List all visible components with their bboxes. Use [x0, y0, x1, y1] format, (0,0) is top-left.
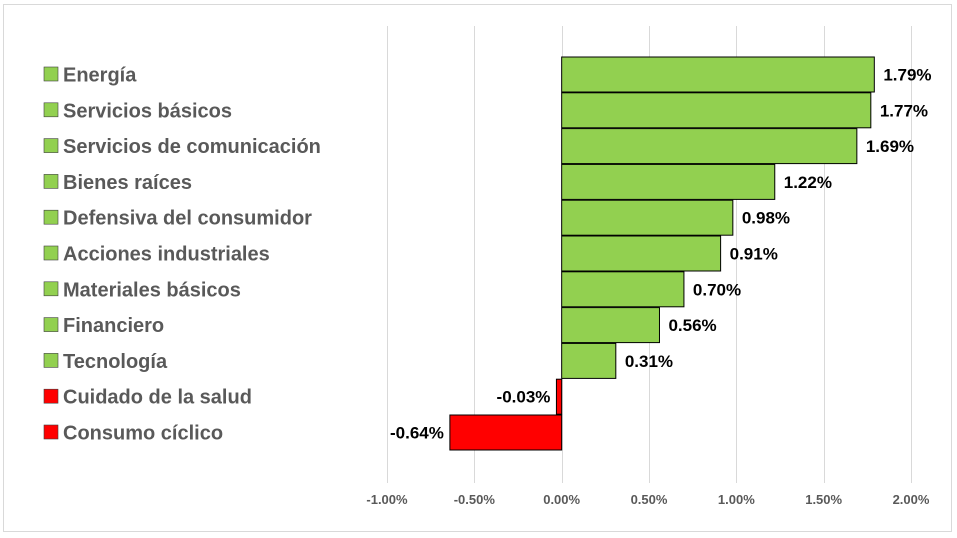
category-label: Acciones industriales [63, 244, 270, 266]
x-tick-label: -1.00% [366, 492, 408, 507]
value-label: 1.22% [784, 173, 832, 192]
category-label: Servicios de comunicación [63, 136, 321, 158]
bar [561, 199, 734, 236]
bar [561, 92, 872, 129]
bars [449, 56, 875, 451]
category-swatch [43, 102, 59, 118]
bar [561, 56, 875, 93]
category-swatch [43, 209, 59, 225]
category-label: Bienes raíces [63, 172, 192, 194]
bar [449, 414, 563, 451]
bar [561, 342, 617, 379]
x-axis-tick-labels: -1.00% -0.50% 0.00% 0.50% 1.00% 1.50% 2.00% [366, 492, 929, 507]
bar [561, 307, 660, 344]
category-label: Servicios básicos [63, 100, 232, 122]
bar [561, 163, 776, 200]
value-label: -0.03% [497, 388, 551, 407]
value-label: 1.69% [866, 137, 914, 156]
value-label: 0.31% [625, 352, 673, 371]
bar [561, 128, 858, 165]
category-label: Materiales básicos [63, 279, 241, 301]
x-tick-label: 0.50% [631, 492, 668, 507]
category-swatch [43, 424, 59, 440]
category-label: Consumo cíclico [63, 423, 223, 445]
value-labels: 1.79% 1.77% 1.69% 1.22% 0.98% 0.91% 0.70% 0.56%… [390, 66, 932, 443]
x-tick-label: 0.00% [543, 492, 580, 507]
category-swatch [43, 174, 59, 189]
category-label: Defensiva del consumidor [63, 208, 312, 230]
bar [561, 271, 685, 308]
value-label: 0.91% [730, 245, 778, 264]
category-swatch [43, 353, 59, 368]
bar [561, 235, 722, 272]
bar [555, 378, 563, 415]
category-swatch [43, 66, 59, 82]
category-label: Cuidado de la salud [63, 387, 252, 409]
value-label: 1.79% [883, 66, 931, 85]
x-tick-label: 1.00% [718, 492, 755, 507]
category-label: Energía [63, 65, 137, 87]
category-swatch [43, 138, 59, 153]
category-swatch [43, 317, 59, 332]
category-swatch [43, 245, 59, 261]
x-tick-label: -0.50% [454, 492, 496, 507]
value-label: 0.98% [742, 209, 790, 228]
value-label: 1.77% [880, 101, 928, 120]
category-label: Tecnología [63, 351, 168, 373]
x-tick-label: 1.50% [805, 492, 842, 507]
x-tick-label: 2.00% [893, 492, 930, 507]
value-label: 0.56% [668, 316, 716, 335]
category-swatch [43, 388, 59, 404]
category-label: Financiero [63, 315, 164, 337]
category-swatch [43, 281, 59, 297]
value-label: -0.64% [390, 424, 444, 443]
category-labels: Energía Servicios básicos Servicios de com… [43, 65, 321, 445]
value-label: 0.70% [693, 280, 741, 299]
